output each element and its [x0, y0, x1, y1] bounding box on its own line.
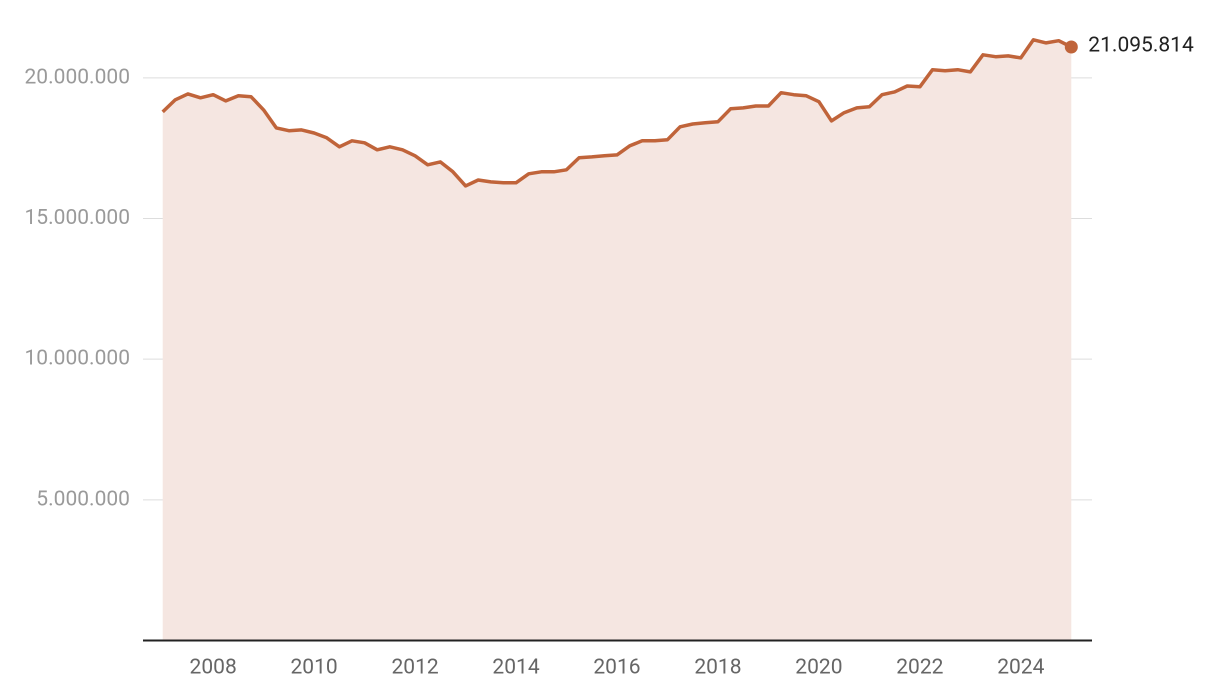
- y-tick-label: 5.000.000: [36, 487, 130, 511]
- value-label: 21.095.814: [1088, 34, 1194, 58]
- x-tick-label: 2014: [492, 656, 539, 680]
- x-tick-label: 2012: [391, 656, 438, 680]
- x-tick-label: 2024: [997, 656, 1044, 680]
- area: [162, 39, 1072, 641]
- y-tick-label: 20.000.000: [25, 65, 131, 89]
- line: [161, 38, 1073, 188]
- x-tick-label: 2018: [694, 656, 741, 680]
- x-tick-label: 2020: [795, 656, 842, 680]
- x-tick-label: 2022: [896, 656, 943, 680]
- end-point: [1064, 40, 1078, 54]
- y-tick-label: 15.000.000: [25, 206, 131, 230]
- x-tick-label: 2008: [190, 656, 237, 680]
- x-tick-label: 2016: [593, 656, 640, 680]
- y-tick-label: 10.000.000: [25, 347, 131, 371]
- x-tick-label: 2010: [291, 656, 338, 680]
